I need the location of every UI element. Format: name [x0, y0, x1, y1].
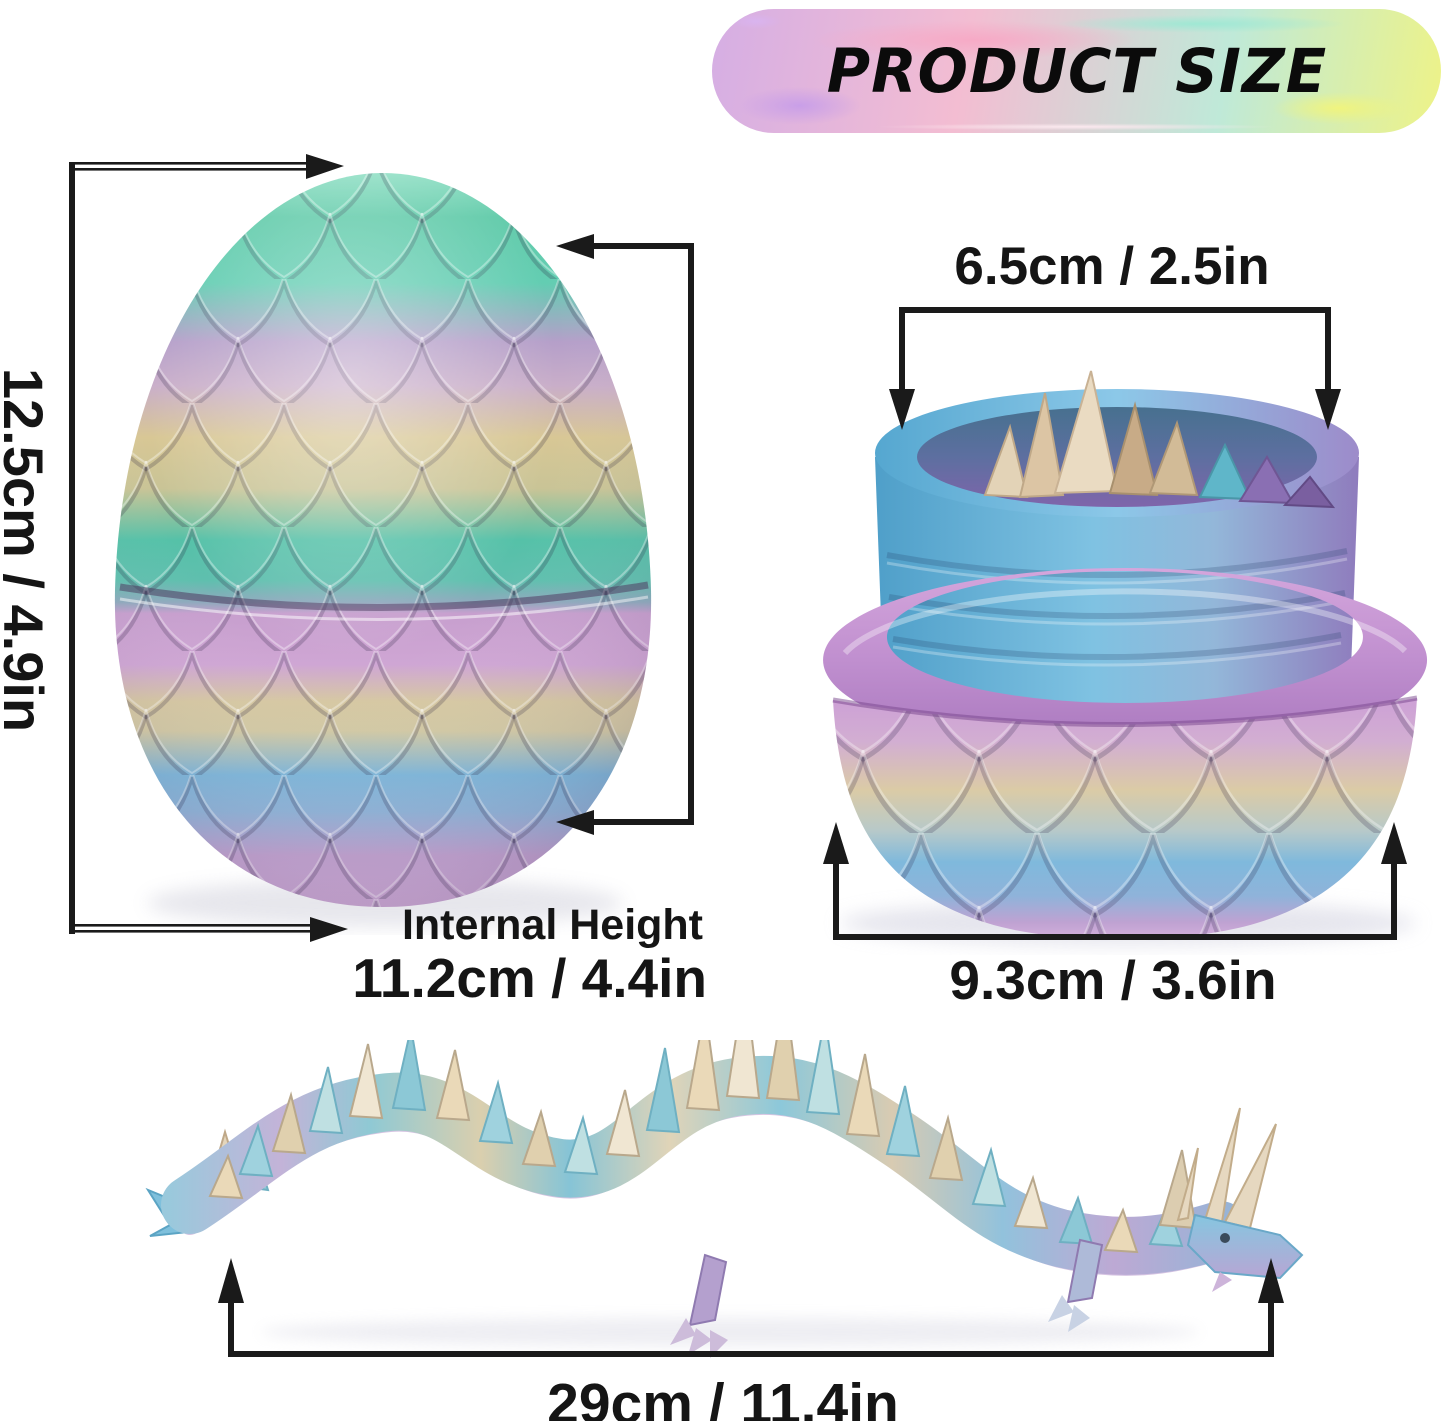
internal-height-line	[688, 243, 694, 825]
open-egg-illustration	[823, 370, 1428, 945]
internal-height-value: 11.2cm / 4.4in	[352, 947, 707, 1009]
crystal-dragon-inside	[983, 370, 1336, 509]
dragon-back-spikes	[208, 1040, 1184, 1254]
egg-middle-ring	[823, 568, 1428, 752]
dragon-eye	[1220, 1233, 1230, 1243]
banner-title: PRODUCT SIZE	[826, 35, 1327, 107]
crystal-dragon-photo	[130, 1040, 1310, 1360]
dragon-length-line	[228, 1351, 1274, 1357]
egg-shading	[114, 173, 652, 907]
dragon-length-dimension-bracket	[218, 1258, 1284, 1357]
egg-height-dimension-bracket	[69, 154, 348, 942]
crystal-dragon-illustration	[145, 1040, 1304, 1358]
egg-height-label: 12.5cm / 4.9in	[0, 367, 56, 733]
dragon-legs	[670, 1238, 1104, 1358]
egg-diameter-label: 9.3cm / 3.6in	[949, 949, 1277, 1011]
arrow-right-icon	[306, 154, 344, 179]
closed-egg-illustration	[114, 173, 652, 927]
arrow-up-icon	[823, 822, 849, 864]
arrow-left-icon	[556, 810, 594, 835]
opening-diameter-dimension-bracket	[889, 307, 1341, 430]
internal-height-title: Internal Height	[401, 901, 703, 949]
arrow-left-icon	[556, 234, 594, 259]
arrow-down-icon	[889, 389, 915, 430]
dragon-head	[1158, 1107, 1304, 1292]
arrow-up-icon	[1258, 1258, 1284, 1303]
closed-egg-photo	[100, 155, 660, 935]
arrow-down-icon	[1315, 389, 1341, 430]
ring-highlight	[842, 588, 1408, 656]
product-size-banner: PRODUCT SIZE	[712, 9, 1441, 133]
opening-diameter-label: 6.5cm / 2.5in	[954, 237, 1270, 296]
egg-bowl	[832, 695, 1418, 940]
open-egg-photo	[805, 365, 1445, 955]
egg-lid-cup	[875, 389, 1359, 723]
arrow-right-icon	[310, 917, 348, 942]
arrow-up-icon	[1381, 822, 1407, 864]
egg-height-line	[69, 162, 75, 934]
dragon-length-label: 29cm / 11.4in	[547, 1372, 899, 1421]
opening-diameter-line	[899, 307, 1331, 313]
arrow-up-icon	[218, 1258, 244, 1303]
egg-diameter-line	[833, 934, 1397, 940]
egg-diameter-dimension-bracket	[823, 822, 1407, 940]
internal-height-dimension-bracket	[556, 234, 694, 835]
dragon-shadow	[260, 1318, 1200, 1346]
